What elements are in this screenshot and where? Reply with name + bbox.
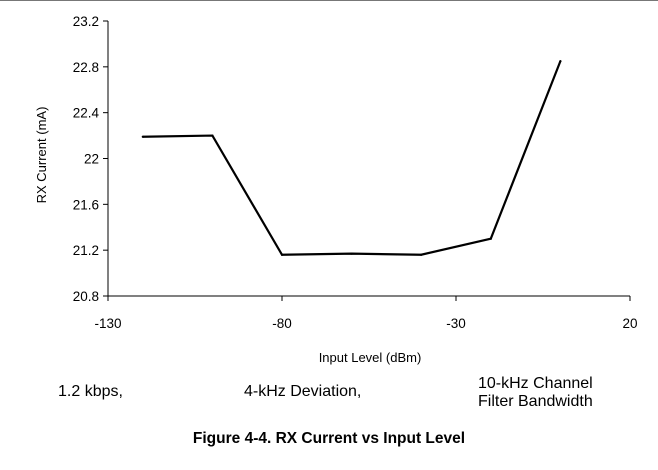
note-rate: 1.2 kbps,	[58, 383, 123, 400]
y-axis-ticks: 20.8 21.2 21.6 22 22.4 22.8 23.2	[73, 14, 108, 304]
x-tick-label: -130	[94, 316, 121, 331]
data-point	[489, 237, 492, 240]
y-tick-label: 22.4	[73, 106, 100, 121]
x-tick-label: 20	[622, 316, 637, 331]
y-tick-label: 20.8	[73, 289, 99, 304]
note-bandwidth-line2: Filter Bandwidth	[478, 393, 593, 410]
y-tick-label: 22.8	[73, 60, 99, 75]
data-point	[211, 134, 214, 137]
x-tick-label: -30	[446, 316, 466, 331]
x-tick-label: -80	[272, 316, 292, 331]
top-rule	[0, 0, 658, 1]
y-tick-label: 21.6	[73, 197, 99, 212]
data-point	[559, 60, 562, 63]
series-group	[141, 60, 562, 256]
note-bandwidth: 10-kHz Channel Filter Bandwidth	[478, 375, 593, 411]
note-deviation: 4-kHz Deviation,	[244, 383, 362, 400]
x-axis-title: Input Level (dBm)	[319, 350, 422, 365]
y-axis-title: RX Current (mA)	[34, 107, 49, 204]
figure-caption: Figure 4-4. RX Current vs Input Level	[192, 430, 466, 447]
x-axis-ticks: -130 -80 -30 20	[94, 296, 638, 331]
y-tick-label: 22	[84, 152, 99, 167]
y-tick-label: 21.2	[73, 243, 99, 258]
data-point	[350, 252, 353, 255]
data-point	[420, 253, 423, 256]
y-tick-label: 23.2	[73, 14, 99, 29]
note-bandwidth-line1: 10-kHz Channel	[478, 375, 593, 392]
data-point	[280, 253, 284, 256]
series-line	[142, 60, 562, 256]
data-point	[141, 135, 144, 138]
